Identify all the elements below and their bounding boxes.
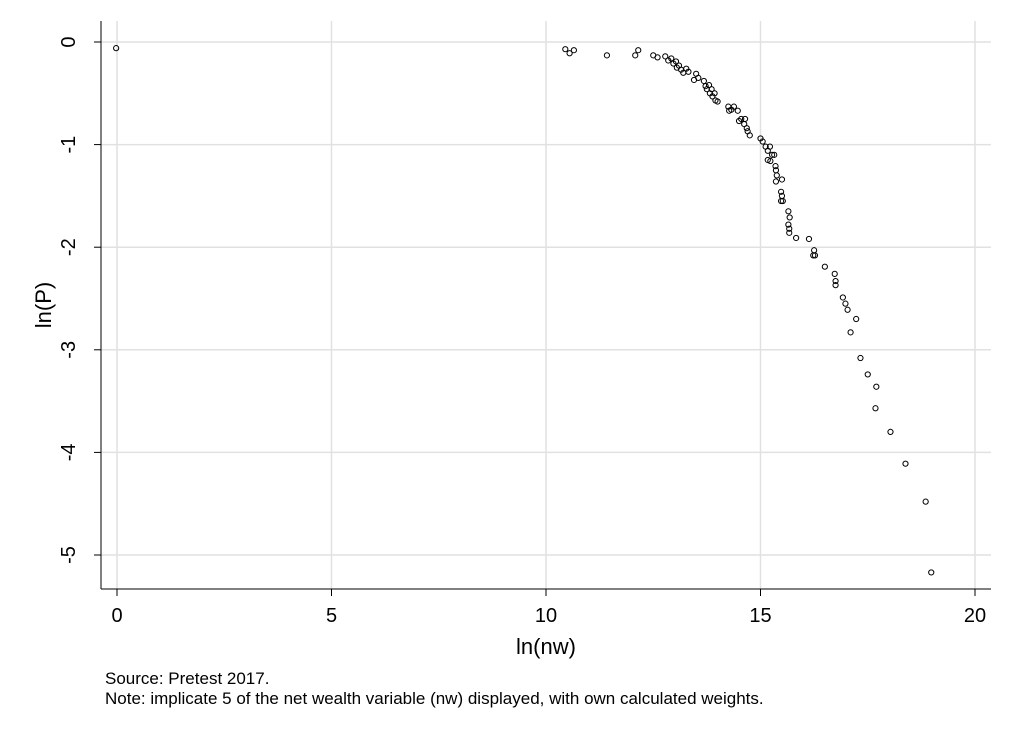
x-tick-label: 0 (111, 605, 122, 627)
data-point (785, 208, 792, 215)
data-point (857, 354, 864, 362)
axes: 0 -1 -2 -3 -4 -5 0 5 10 15 20 (58, 21, 991, 627)
data-point (779, 197, 786, 205)
data-point (842, 300, 849, 307)
data-point (759, 138, 766, 145)
data-point (734, 107, 741, 114)
data-point (786, 229, 793, 236)
data-point (743, 125, 750, 132)
data-point (562, 46, 569, 53)
data-point (635, 47, 642, 54)
data-point (708, 86, 715, 93)
data-point (839, 294, 846, 301)
data-point (853, 315, 860, 323)
data-point (786, 225, 793, 232)
source-note: Source: Pretest 2017. (105, 669, 270, 688)
data-point (700, 77, 707, 85)
data-point (821, 263, 828, 270)
data-point (767, 157, 774, 165)
data-point (766, 143, 774, 150)
data-point (831, 270, 838, 277)
data-point (632, 52, 639, 59)
data-point (566, 50, 573, 57)
data-point (772, 178, 780, 185)
data-point (654, 54, 661, 61)
data-point (832, 282, 839, 289)
y-tick-label: 0 (58, 36, 80, 47)
data-point (702, 83, 709, 90)
data-point (777, 188, 785, 195)
data-point (928, 569, 935, 576)
data-point (832, 277, 839, 285)
data-point (793, 234, 800, 242)
data-point (810, 252, 817, 259)
data-point (902, 460, 909, 467)
data-point (738, 115, 745, 123)
data-point (570, 47, 577, 54)
data-point (922, 498, 929, 505)
x-tick-label: 10 (535, 605, 557, 627)
data-point (668, 55, 675, 62)
x-tick-label: 20 (964, 605, 986, 627)
data-point (711, 90, 718, 97)
data-point (847, 329, 854, 336)
data-point (685, 68, 692, 75)
y-tick-label: -1 (58, 136, 80, 154)
data-point (730, 103, 738, 110)
x-tick-label: 5 (326, 605, 337, 627)
data-point (113, 45, 120, 52)
data-point (811, 252, 819, 259)
data-point (811, 247, 818, 254)
data-point (714, 98, 721, 105)
data-point (777, 197, 785, 205)
data-point (772, 163, 779, 170)
data-point (785, 221, 792, 228)
y-tick-label: -4 (58, 444, 80, 462)
x-axis-label: ln(nw) (516, 634, 576, 659)
data-point (773, 172, 780, 179)
data-point (746, 132, 753, 139)
y-tick-label: -5 (58, 546, 80, 564)
x-tick-label: 15 (749, 605, 771, 627)
data-points (113, 45, 935, 576)
data-point (805, 235, 813, 243)
data-point (786, 214, 793, 221)
data-point (672, 58, 680, 65)
data-point (872, 405, 879, 412)
y-axis-label: ln(P) (31, 282, 56, 328)
data-point (771, 151, 778, 158)
data-point (603, 52, 611, 59)
data-point (844, 306, 851, 313)
data-point (768, 151, 776, 158)
y-tick-label: -3 (58, 341, 80, 359)
data-point (864, 371, 871, 378)
data-point (695, 74, 702, 82)
data-point (741, 115, 749, 123)
y-tick-label: -2 (58, 238, 80, 256)
data-point (873, 383, 880, 390)
data-point (662, 53, 669, 60)
data-point (778, 176, 786, 183)
data-point (887, 428, 894, 435)
footnote: Note: implicate 5 of the net wealth vari… (105, 689, 764, 708)
grid-lines (101, 21, 991, 589)
